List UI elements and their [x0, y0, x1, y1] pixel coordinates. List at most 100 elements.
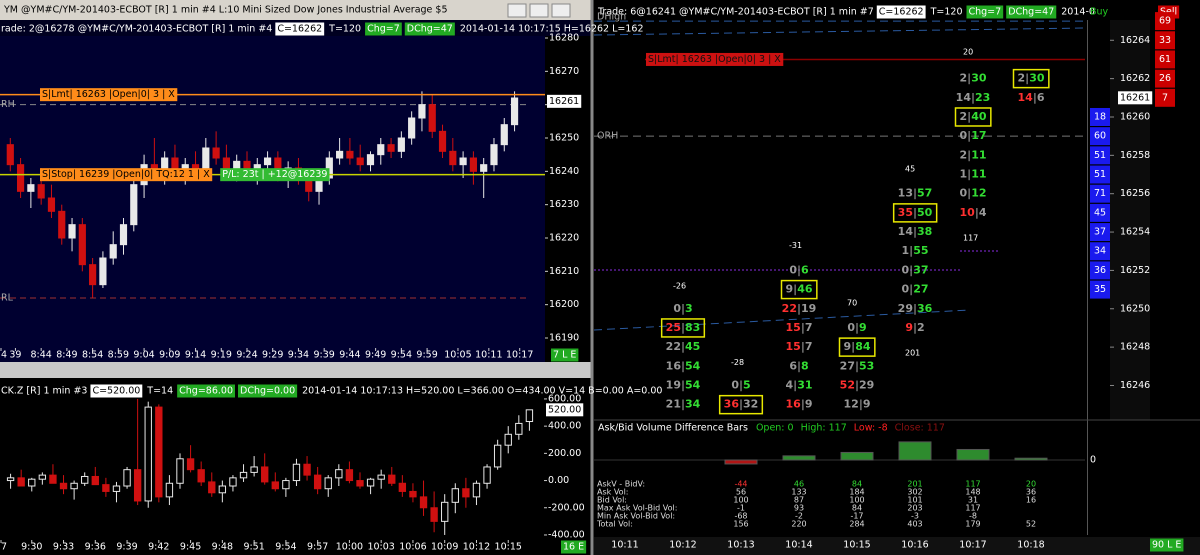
footprint-cell: 0|6: [789, 263, 809, 276]
candle-body: [345, 469, 354, 482]
footprint-cell: 22|19: [782, 302, 817, 315]
footprint: Trade: 6@16241 @YM#C/YM-201403-ECBOT [R]…: [594, 5, 1184, 552]
table-value: 93: [794, 504, 804, 513]
table-value: -1: [737, 504, 745, 513]
footprint-cell: 35|50: [898, 206, 933, 219]
table-value: 156: [733, 520, 748, 529]
delta-note: 45: [905, 164, 915, 173]
info-tag: C=16262: [879, 7, 924, 18]
separator: |: [967, 129, 971, 142]
candle-body: [123, 469, 131, 487]
info-tag-box: [365, 22, 402, 36]
x-tick-label: 10:12: [463, 542, 490, 553]
footprint-cell: 2|40: [960, 110, 987, 123]
buy-cell: [1090, 261, 1110, 280]
ask-volume: 6: [1037, 91, 1045, 104]
bid-volume: 4: [786, 378, 794, 391]
candle-body: [208, 481, 216, 494]
table-value: 148: [965, 488, 980, 497]
separator: |: [1025, 72, 1029, 85]
study-stat: Low: -8: [854, 423, 888, 434]
candle-body: [38, 474, 47, 480]
delta-note: 20: [963, 47, 973, 56]
footprint-cell: 9|46: [786, 283, 813, 296]
top-chart-bg: [0, 0, 592, 378]
x-tick-label: 9:45: [180, 542, 201, 553]
candle-body: [387, 144, 395, 152]
candle-body: [472, 482, 481, 498]
info-tag: C=520.00: [92, 386, 140, 397]
x-tick-label: 9:54: [391, 350, 412, 361]
separator: |: [975, 206, 979, 219]
sell-cell: [1155, 12, 1175, 31]
bid-volume: 2: [960, 148, 968, 161]
study: Ask/Bid Volume Difference Bars Open: 0 Hig…: [594, 423, 1096, 529]
maximize-button[interactable]: [529, 3, 549, 18]
zero-label: 0: [1090, 455, 1096, 466]
separator: |: [681, 340, 685, 353]
candle-body: [81, 475, 89, 484]
buy-value: 51: [1094, 150, 1106, 161]
scrollbar[interactable]: [0, 362, 592, 378]
candle-body: [397, 137, 405, 152]
y-tick-label: 16258: [1120, 150, 1150, 161]
level-label: ORH: [597, 131, 618, 142]
ask-volume: 30: [971, 72, 987, 85]
table-value: -44: [734, 480, 747, 489]
info-text: Trade: 6@16241 @YM#C/YM-201403-ECBOT [R]…: [597, 7, 874, 18]
x-tick-label: 10:15: [843, 540, 870, 551]
candle-body: [165, 482, 174, 498]
sell-value: 26: [1159, 73, 1171, 84]
buy-cell: [1090, 127, 1110, 146]
info-tag-box: [404, 22, 455, 36]
candle-body: [462, 488, 470, 498]
table-value: 20: [1026, 480, 1036, 489]
buy-value: 37: [1094, 227, 1106, 238]
y-tick-label: 16248: [1120, 342, 1150, 353]
ask-volume: 38: [917, 225, 932, 238]
info-tag-box: [876, 5, 926, 19]
bid-volume: 1: [960, 168, 968, 181]
info-tag-box: [177, 384, 235, 398]
bid-volume: 22: [666, 340, 681, 353]
footprint-cell: 2|11: [960, 148, 987, 161]
separator: |: [801, 340, 805, 353]
x-tick-label: 9:42: [148, 542, 169, 553]
separator: |: [793, 283, 797, 296]
ask-volume: 84: [855, 340, 871, 353]
candle-body: [451, 488, 459, 503]
table-value: 36: [1026, 488, 1036, 497]
x-tick-label: 39: [9, 350, 21, 361]
top-chart: 1619016200162101622016230162401625016260…: [0, 22, 644, 362]
separator: |: [797, 302, 801, 315]
footprint-cell: 0|5: [731, 378, 750, 391]
corner-label: 90 L E: [1152, 540, 1181, 551]
close-button[interactable]: [551, 3, 571, 18]
ask-volume: 9: [859, 321, 867, 334]
footprint-cell: 9|2: [905, 321, 924, 334]
separator: |: [967, 168, 971, 181]
delta-note: -26: [673, 281, 686, 290]
separator: |: [909, 263, 913, 276]
candle-body: [493, 444, 502, 468]
ask-volume: 29: [859, 378, 874, 391]
separator: |: [967, 187, 971, 200]
candle-body: [336, 150, 344, 159]
x-tick-label: 10:13: [727, 540, 754, 551]
separator: |: [971, 91, 975, 104]
footprint-cell: 12|9: [844, 398, 871, 411]
table-value: 31: [968, 496, 978, 505]
candle-body: [408, 117, 416, 139]
bid-volume: 14: [898, 225, 914, 238]
footprint-cell: 36|32: [724, 398, 759, 411]
trend-line: [593, 309, 971, 331]
corner-label: 7 L E: [553, 350, 576, 361]
candle-body: [6, 477, 15, 482]
order-label-box: [646, 52, 784, 66]
minimize-button[interactable]: [507, 3, 527, 18]
x-tick-label: 4: [1, 350, 7, 361]
ask-volume: 83: [685, 321, 700, 334]
candle-body: [500, 124, 508, 146]
x-tick-label: 9:36: [85, 542, 106, 553]
